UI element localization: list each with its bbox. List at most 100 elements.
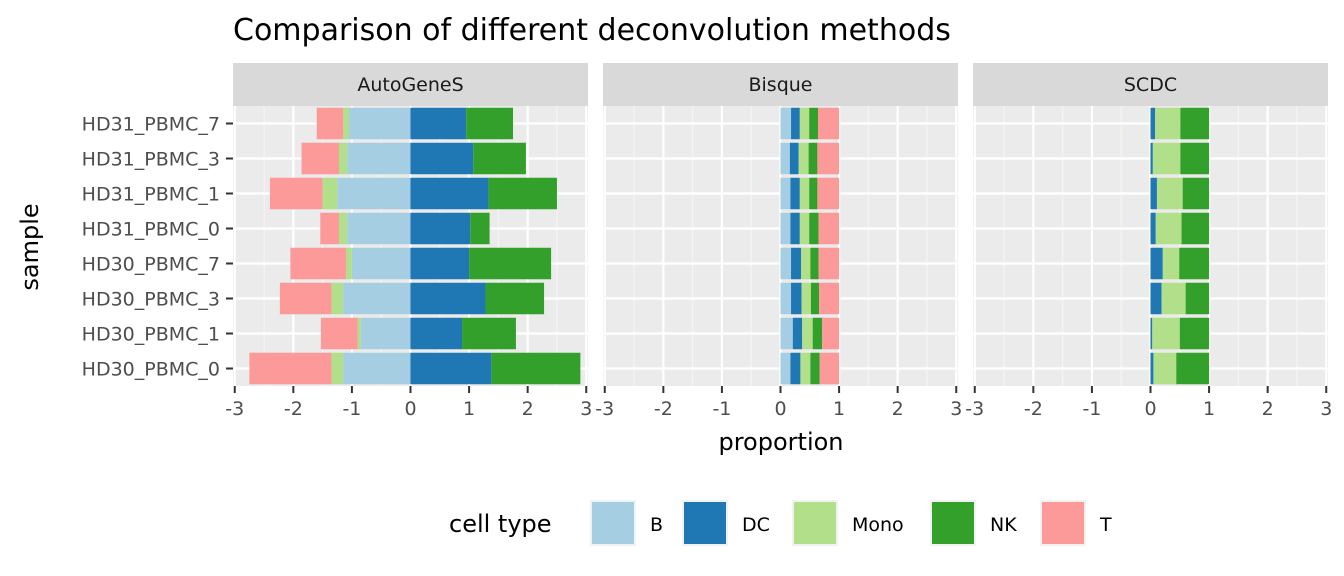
bar-dc-hd30-pbmc-3 (791, 282, 802, 315)
y-tick-label: HD30_PBMC_7 (82, 254, 220, 276)
bar-nk-hd31-pbmc-1 (1182, 177, 1210, 210)
bar-mono-hd31-pbmc-7 (1155, 107, 1181, 140)
x-tick-label: 3 (950, 398, 962, 420)
bar-mono-hd30-pbmc-1 (1152, 317, 1180, 350)
facet-strip (233, 63, 588, 106)
bar-mono-hd31-pbmc-0 (799, 212, 810, 245)
bar-t-hd30-pbmc-7 (818, 247, 840, 280)
bar-nk-hd31-pbmc-3 (1180, 142, 1210, 175)
y-tick-label: HD31_PBMC_3 (82, 149, 220, 171)
bar-dc-hd30-pbmc-3 (410, 282, 486, 315)
bar-mono-hd31-pbmc-0 (1155, 212, 1182, 245)
chart-title: Comparison of different deconvolution me… (233, 13, 951, 48)
bar-t-hd30-pbmc-1 (822, 317, 840, 350)
bar-b-hd31-pbmc-0 (780, 212, 791, 245)
x-tick-label: 0 (404, 398, 416, 420)
bar-nk-hd31-pbmc-1 (809, 177, 818, 210)
bar-mono-hd30-pbmc-0 (331, 352, 344, 385)
bar-t-hd31-pbmc-1 (817, 177, 840, 210)
bar-dc-hd31-pbmc-3 (1150, 142, 1153, 175)
x-tick-label: -3 (595, 398, 614, 420)
bar-t-hd30-pbmc-0 (819, 352, 840, 385)
x-axis-title: proportion (718, 428, 843, 456)
bar-b-hd30-pbmc-3 (343, 282, 411, 315)
bar-b-hd30-pbmc-7 (351, 247, 411, 280)
bar-nk-hd31-pbmc-3 (473, 142, 526, 175)
bar-dc-hd31-pbmc-1 (790, 177, 800, 210)
bars (780, 107, 840, 385)
x-tick-label: -1 (712, 398, 731, 420)
bar-mono-hd31-pbmc-3 (798, 142, 809, 175)
bar-dc-hd30-pbmc-0 (790, 352, 801, 385)
x-tick-label: 2 (1262, 398, 1274, 420)
bar-dc-hd30-pbmc-1 (792, 317, 803, 350)
bar-t-hd31-pbmc-7 (817, 107, 840, 140)
bar-b-hd30-pbmc-0 (343, 352, 411, 385)
bar-mono-hd31-pbmc-1 (322, 177, 338, 210)
x-tick-label: 2 (892, 398, 904, 420)
bar-nk-hd31-pbmc-7 (809, 107, 818, 140)
bar-t-hd31-pbmc-7 (316, 107, 344, 140)
bar-b-hd31-pbmc-7 (780, 107, 792, 140)
bar-dc-hd31-pbmc-1 (1150, 177, 1157, 210)
x-tick-label: -1 (342, 398, 361, 420)
y-tick-label: HD31_PBMC_0 (82, 219, 220, 241)
legend-title: cell type (449, 510, 552, 538)
x-tick-label: 0 (1144, 398, 1156, 420)
bar-b-hd31-pbmc-0 (347, 212, 411, 245)
legend-key-mono (794, 502, 836, 544)
bar-b-hd31-pbmc-3 (347, 142, 411, 175)
bar-b-hd30-pbmc-0 (780, 352, 791, 385)
bar-mono-hd30-pbmc-0 (800, 352, 811, 385)
bar-dc-hd31-pbmc-7 (791, 107, 800, 140)
bar-mono-hd31-pbmc-3 (1152, 142, 1181, 175)
bars (1150, 107, 1210, 385)
bar-t-hd31-pbmc-1 (269, 177, 323, 210)
bar-t-hd30-pbmc-7 (290, 247, 347, 280)
bar-mono-hd30-pbmc-3 (801, 282, 811, 315)
bar-dc-hd30-pbmc-0 (1150, 352, 1154, 385)
legend-key-b (592, 502, 634, 544)
bar-mono-hd31-pbmc-1 (1156, 177, 1183, 210)
bar-t-hd30-pbmc-1 (320, 317, 358, 350)
bar-b-hd30-pbmc-1 (360, 317, 411, 350)
bar-mono-hd31-pbmc-7 (343, 107, 349, 140)
bar-b-hd30-pbmc-7 (780, 247, 792, 280)
bar-t-hd31-pbmc-0 (818, 212, 840, 245)
bar-nk-hd31-pbmc-0 (1181, 212, 1210, 245)
bar-dc-hd31-pbmc-0 (790, 212, 800, 245)
bar-nk-hd30-pbmc-3 (1185, 282, 1210, 315)
x-tick-label: -2 (284, 398, 303, 420)
bar-t-hd31-pbmc-0 (320, 212, 340, 245)
legend-key-nk (932, 502, 974, 544)
x-tick-label: 1 (1203, 398, 1215, 420)
x-tick-label: 3 (1320, 398, 1332, 420)
bar-mono-hd30-pbmc-7 (801, 247, 811, 280)
bar-dc-hd30-pbmc-7 (410, 247, 470, 280)
y-tick-label: HD31_PBMC_7 (82, 114, 220, 136)
legend-key-dc (684, 502, 726, 544)
legend-label-mono: Mono (852, 514, 904, 536)
bar-t-hd30-pbmc-0 (249, 352, 332, 385)
bar-dc-hd30-pbmc-1 (1150, 317, 1153, 350)
bar-nk-hd30-pbmc-0 (810, 352, 820, 385)
bar-mono-hd30-pbmc-1 (357, 317, 361, 350)
panel-scdc: SCDC -3 -2 -1 0 1 2 3 (965, 63, 1332, 420)
x-tick-label: 0 (774, 398, 786, 420)
bar-mono-hd30-pbmc-1 (802, 317, 813, 350)
facet-strip-label: Bisque (748, 74, 812, 96)
bar-dc-hd30-pbmc-3 (1150, 282, 1162, 315)
bar-b-hd31-pbmc-3 (780, 142, 790, 175)
y-axis-title: sample (16, 203, 44, 290)
x-tick-label: 1 (833, 398, 845, 420)
facet-strip-label: AutoGeneS (357, 74, 463, 96)
bar-dc-hd31-pbmc-7 (1150, 107, 1156, 140)
legend: cell type B DC Mono NK T (449, 500, 1112, 546)
bar-nk-hd30-pbmc-1 (812, 317, 823, 350)
bar-nk-hd31-pbmc-0 (809, 212, 819, 245)
bar-nk-hd30-pbmc-0 (491, 352, 581, 385)
bar-b-hd30-pbmc-1 (780, 317, 793, 350)
x-tick-label: -2 (654, 398, 673, 420)
bar-t-hd31-pbmc-3 (301, 142, 340, 175)
